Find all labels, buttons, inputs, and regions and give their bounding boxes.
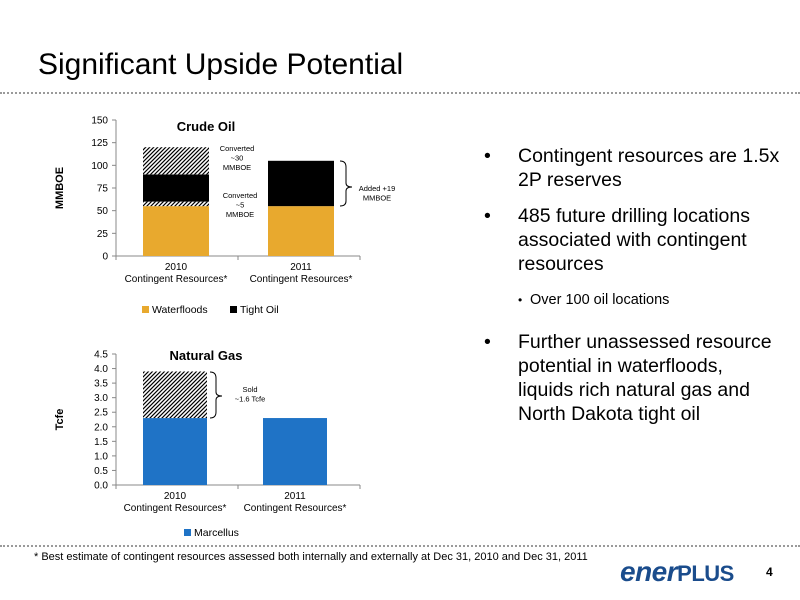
- y-tick-label: 0.0: [94, 481, 108, 492]
- y-tick-label: 0.5: [94, 466, 108, 477]
- y-tick-label: 2.0: [94, 422, 108, 433]
- y-tick-label: 150: [91, 116, 108, 127]
- x-tick-label: 2011: [284, 491, 306, 502]
- chart-annotation: Converted: [223, 191, 258, 200]
- chart-title: Natural Gas: [170, 348, 243, 363]
- title-divider: [0, 92, 800, 94]
- y-tick-label: 100: [91, 161, 108, 172]
- annotation-brace: [339, 160, 353, 207]
- chart-annotation: MMBOE: [363, 194, 391, 203]
- y-tick-label: 3.5: [94, 379, 108, 390]
- chart-annotation: ~5: [236, 201, 245, 210]
- chart-annotation: ~1.6 Tcfe: [235, 395, 266, 404]
- x-tick-label: Contingent Resources*: [250, 274, 353, 285]
- legend-swatch: [142, 306, 149, 313]
- footnote: * Best estimate of contingent resources …: [34, 551, 588, 563]
- y-tick-label: 1.5: [94, 437, 108, 448]
- x-tick-label: 2010: [164, 491, 187, 502]
- legend-label: Waterfloods: [152, 304, 208, 316]
- y-tick-label: 4.5: [94, 350, 108, 361]
- y-tick-label: 25: [97, 229, 109, 240]
- y-tick-label: 75: [97, 184, 109, 195]
- y-tick-label: 3.0: [94, 393, 108, 404]
- footer-divider: [0, 545, 800, 547]
- bullet-list: • Contingent resources are 1.5x 2P reserv…: [480, 144, 780, 438]
- x-tick-label: Contingent Resources*: [124, 503, 227, 514]
- y-tick-label: 125: [91, 138, 108, 149]
- bullet-text: 485 future drilling locations associated…: [518, 205, 750, 275]
- y-tick-label: 4.0: [94, 364, 108, 375]
- bullet-text: Contingent resources are 1.5x 2P reserve…: [518, 145, 780, 191]
- bar-segment: [143, 147, 209, 175]
- legend-label: Tight Oil: [240, 304, 279, 316]
- bar-segment: [143, 371, 207, 419]
- bullet-text: Further unassessed resource potential in…: [518, 331, 772, 425]
- y-axis-label: Tcfe: [54, 409, 66, 431]
- natural-gas-chart: Natural Gas Tcfe 0.0 0.5 1.0 1.5 2.0 2.5 3.0 3.5 4…: [54, 348, 361, 539]
- bar-segment: [263, 418, 327, 485]
- bullet-item: • Contingent resources are 1.5x 2P reserv…: [484, 145, 780, 191]
- chart-annotation: Sold: [242, 385, 257, 394]
- chart-annotation: MMBOE: [226, 210, 254, 219]
- x-tick-label: Contingent Resources*: [125, 274, 228, 285]
- legend-label: Marcellus: [194, 527, 239, 539]
- sub-bullet-text: Over 100 oil locations: [530, 292, 670, 308]
- y-tick-label: 1.0: [94, 451, 108, 462]
- enerplus-logo: enerPLUS: [620, 556, 734, 587]
- y-axis-label: MMBOE: [54, 167, 66, 209]
- chart-annotation: Added +19: [359, 184, 396, 193]
- sub-bullet-item: • Over 100 oil locations: [518, 292, 670, 308]
- legend-swatch: [184, 529, 191, 536]
- legend-swatch: [230, 306, 237, 313]
- bullet-item: • 485 future drilling locations associate…: [484, 205, 750, 275]
- bar-segment: [268, 206, 334, 256]
- y-tick-label: 0: [102, 252, 108, 263]
- chart-annotation: ~30: [231, 154, 244, 163]
- bar-segment: [268, 160, 334, 207]
- y-tick-label: 2.5: [94, 408, 108, 419]
- bar-segment: [143, 201, 209, 207]
- bullet-item: • Further unassessed resource potential i…: [484, 331, 772, 425]
- slide-title: Significant Upside Potential: [38, 48, 404, 81]
- crude-oil-chart: Crude OilMMBOE02550751001251502010Contin…: [54, 116, 396, 317]
- bar-segment: [143, 418, 207, 485]
- x-tick-label: 2010: [165, 262, 188, 273]
- x-tick-label: Contingent Resources*: [244, 503, 347, 514]
- annotation-brace: [209, 371, 223, 419]
- bar-segment: [143, 174, 209, 202]
- x-tick-label: 2011: [290, 262, 312, 273]
- y-tick-label: 50: [97, 206, 109, 217]
- page-number: 4: [766, 565, 773, 579]
- bar-segment: [143, 206, 209, 256]
- chart-title: Crude Oil: [177, 119, 236, 134]
- chart-annotation: Converted: [220, 144, 255, 153]
- chart-annotation: MMBOE: [223, 163, 251, 172]
